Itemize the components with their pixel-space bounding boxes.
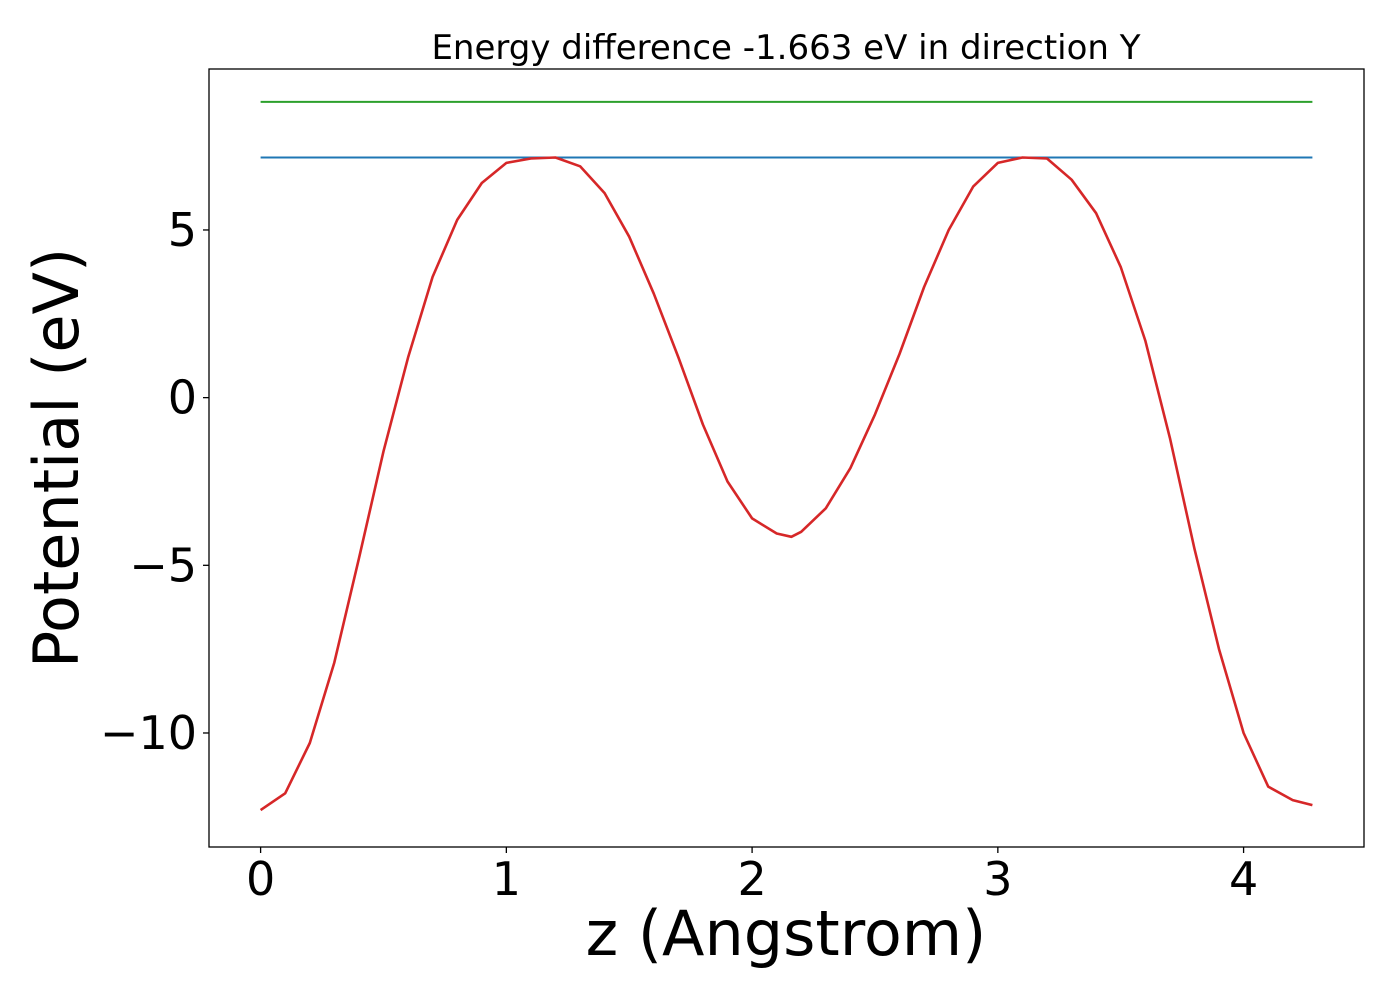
y-tick-label: −5 xyxy=(129,538,197,592)
x-tick-label: 3 xyxy=(983,852,1012,906)
plot-frame xyxy=(208,68,1365,848)
y-tick-label: 5 xyxy=(168,203,197,257)
series-line-2 xyxy=(259,156,1313,812)
plot-area xyxy=(259,100,1313,812)
x-tick-label: 4 xyxy=(1229,852,1258,906)
x-tick-label: 2 xyxy=(737,852,766,906)
y-tick-label: 0 xyxy=(168,371,197,425)
x-tick-label: 1 xyxy=(492,852,521,906)
y-axis-label: Potential (eV) xyxy=(20,248,93,668)
x-axis-label: z (Angstrom) xyxy=(586,897,987,970)
y-tick-label: −10 xyxy=(100,706,197,760)
x-axis: 0 1 2 3 4 xyxy=(246,847,1258,906)
chart-title: Energy difference -1.663 eV in direction… xyxy=(431,28,1140,68)
y-axis: −10 −5 0 5 xyxy=(100,203,209,760)
x-tick-label: 0 xyxy=(246,852,275,906)
